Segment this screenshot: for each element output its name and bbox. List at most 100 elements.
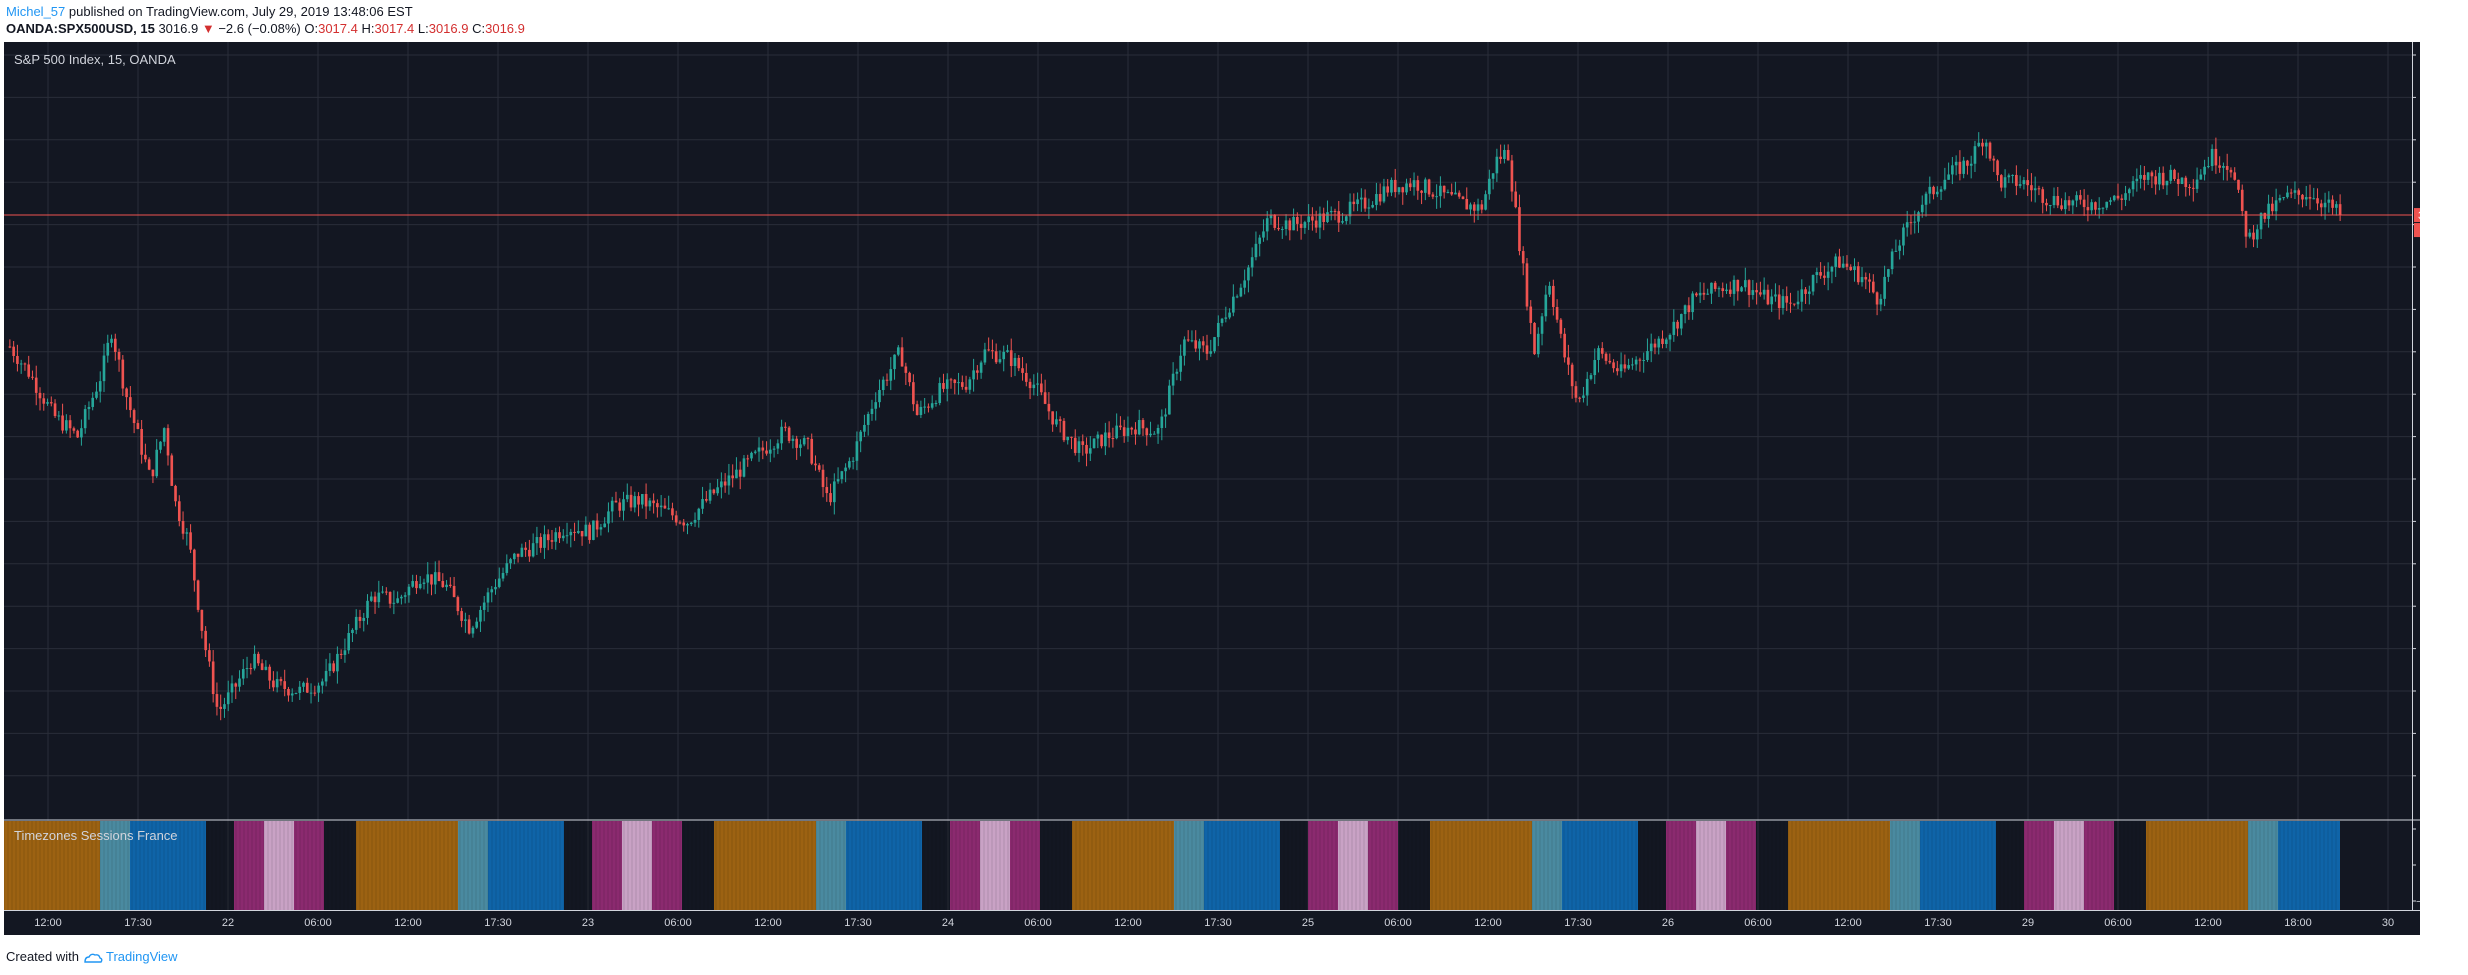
time-axis-label: 30: [2382, 917, 2394, 929]
session-asia-band: [652, 821, 682, 910]
candle-body: [1649, 343, 1653, 352]
candle-body: [2063, 200, 2067, 210]
candle-body: [1856, 266, 1860, 283]
candle-body: [1431, 194, 1435, 197]
candle-body: [396, 598, 399, 603]
time-axis-label: 06:00: [304, 917, 332, 929]
candle-body: [2214, 148, 2218, 166]
candle-body: [1958, 161, 1962, 174]
candle-body: [1115, 425, 1118, 439]
candle-body: [1627, 365, 1630, 369]
candle-body: [2033, 188, 2037, 191]
candle-body: [113, 338, 117, 352]
candle-body: [305, 682, 309, 693]
symbol-name: OANDA:SPX500USD, 15: [6, 21, 155, 36]
candle-body: [68, 420, 72, 429]
candle-body: [1446, 191, 1450, 193]
candle-body: [746, 458, 750, 460]
candle-body: [328, 663, 332, 671]
candle-body: [1183, 339, 1186, 356]
candle-body: [2011, 174, 2014, 176]
candle-body: [1344, 216, 1348, 222]
candle-body: [2176, 179, 2180, 185]
candle-body: [2135, 178, 2139, 182]
candle-body: [1875, 292, 1879, 305]
candle-body: [449, 584, 452, 586]
candle-body: [705, 499, 708, 501]
candle-body: [1728, 289, 1732, 294]
candle-body: [2304, 197, 2308, 200]
time-axis-label: 18:00: [2284, 917, 2312, 929]
candle-body: [1194, 340, 1198, 349]
candle-body: [840, 471, 844, 480]
candle-body: [479, 609, 482, 622]
time-axis-label: 17:30: [1924, 917, 1952, 929]
candle-body: [456, 597, 460, 612]
candle-body: [34, 377, 38, 393]
candle-body: [189, 532, 192, 550]
candle-body: [2319, 203, 2323, 208]
session-overlap-band: [1174, 821, 1204, 910]
candle-body: [1201, 341, 1205, 346]
candle-body: [381, 591, 384, 593]
chart-canvas[interactable]: 3032.03028.03024.03020.03016.03012.03008…: [4, 42, 2420, 935]
candle-body: [2101, 207, 2105, 209]
candle-body: [2082, 199, 2086, 208]
candle-body: [1337, 211, 1341, 223]
candle-body: [2308, 197, 2312, 199]
author-link[interactable]: Michel_57: [6, 4, 66, 19]
candle-body: [1296, 217, 1299, 224]
candle-body: [1088, 448, 1092, 454]
candle-body: [1725, 289, 1728, 292]
candle-body: [1732, 279, 1736, 294]
candle-body: [610, 500, 614, 512]
candle-body: [2173, 169, 2176, 180]
chart-area[interactable]: 3032.03028.03024.03020.03016.03012.03008…: [4, 42, 2420, 935]
tradingview-cloud-icon: [83, 953, 103, 963]
candle-body: [1160, 416, 1164, 429]
candle-body: [844, 467, 847, 472]
candle-body: [964, 386, 968, 390]
session-asia-mid-band: [980, 821, 1010, 910]
candle-body: [1518, 207, 1521, 252]
candle-body: [1062, 420, 1066, 441]
low-value: 3016.9: [428, 21, 469, 36]
candle-body: [625, 494, 629, 500]
candle-body: [53, 403, 57, 417]
candle-body: [753, 451, 757, 453]
candle-body: [787, 427, 791, 441]
candle-body: [1454, 192, 1457, 195]
candle-body: [2301, 194, 2304, 200]
candle-body: [166, 428, 170, 456]
candle-body: [836, 479, 840, 482]
candle-body: [177, 501, 181, 522]
candle-body: [1096, 434, 1100, 439]
candle-body: [915, 404, 919, 415]
candle-body: [1235, 296, 1239, 298]
time-axis-label: 06:00: [664, 917, 692, 929]
candle-body: [1838, 256, 1841, 268]
candle-body: [1860, 277, 1864, 283]
candle-body: [1792, 303, 1796, 305]
candle-body: [674, 515, 678, 523]
candle-body: [1826, 271, 1830, 278]
time-axis-label: 22: [222, 917, 234, 929]
candle-body: [588, 524, 591, 540]
candle-body: [1435, 196, 1438, 198]
candle-body: [896, 347, 900, 355]
candle-body: [2109, 200, 2112, 202]
candle-body: [1070, 436, 1073, 438]
candle-body: [1250, 257, 1254, 268]
candle-body: [377, 592, 381, 603]
candle-body: [343, 650, 347, 655]
candle-body: [2154, 176, 2157, 185]
tradingview-link[interactable]: TradingView: [105, 949, 178, 964]
candle-body: [411, 581, 415, 587]
candle-body: [957, 382, 960, 384]
candle-body: [1405, 183, 1408, 193]
candle-body: [772, 448, 776, 450]
candle-body: [1999, 175, 2003, 188]
candle-body: [1104, 432, 1107, 447]
candle-body: [1909, 222, 1913, 224]
candle-body: [1529, 306, 1533, 323]
